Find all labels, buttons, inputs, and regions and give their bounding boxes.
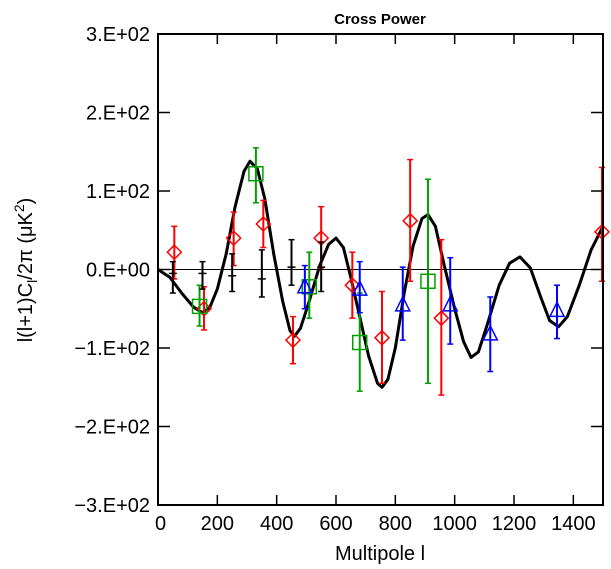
model-curve-layer — [158, 159, 603, 389]
x-tick-label: 200 — [201, 513, 234, 535]
data-point-triangle — [351, 260, 368, 314]
triangle-marker — [482, 324, 499, 341]
data-point-diamond — [344, 251, 361, 319]
data-points-layer — [166, 147, 611, 396]
data-point-diamond — [402, 158, 419, 283]
y-tick-label: −2.E+02 — [74, 417, 150, 439]
y-tick-label: −3.E+02 — [74, 495, 150, 517]
diamond-marker — [225, 230, 242, 247]
diamond-marker — [255, 215, 272, 233]
data-point-triangle — [442, 256, 459, 345]
y-axis-label-after: /2π (μK — [15, 212, 37, 280]
data-point-diamond — [284, 315, 302, 365]
y-axis-label-sub: l — [24, 280, 40, 283]
y-axis-label-sup: 2 — [11, 204, 27, 212]
data-point-diamond — [166, 225, 183, 280]
x-tick-label: 600 — [319, 513, 352, 535]
y-axis-label: l(l+1)Cl/2π (μK2) — [11, 198, 40, 343]
data-point-diamond — [255, 199, 272, 249]
triangle-marker — [548, 300, 566, 318]
x-tick-label: 1200 — [492, 513, 537, 535]
data-point-triangle — [394, 266, 411, 341]
data-point-plus — [287, 238, 296, 286]
diamond-marker — [284, 332, 302, 349]
y-tick-label: 1.E+02 — [86, 181, 150, 203]
square-marker — [301, 279, 318, 295]
x-axis-label: Multipole l — [335, 543, 425, 565]
x-tick-label: 400 — [260, 513, 293, 535]
diamond-marker — [373, 329, 391, 346]
y-tick-label: 3.E+02 — [86, 24, 150, 46]
x-tick-label: 1000 — [432, 513, 477, 535]
data-point-square — [420, 178, 436, 385]
diamond-marker — [166, 244, 183, 261]
data-point-triangle — [482, 296, 499, 373]
data-point-square — [301, 251, 318, 319]
model-curve — [158, 159, 603, 389]
data-point-diamond — [373, 290, 391, 385]
diamond-marker — [433, 310, 450, 327]
y-axis-label-close: ) — [15, 198, 37, 205]
data-point-triangle — [548, 284, 566, 340]
square-marker — [420, 273, 436, 290]
triangle-marker — [351, 279, 368, 296]
y-tick-label: −1.E+02 — [74, 338, 150, 360]
x-tick-label: 0 — [155, 513, 166, 535]
data-point-plus — [317, 241, 326, 293]
triangle-marker — [442, 295, 459, 312]
data-point-plus — [168, 260, 177, 294]
y-tick-label: 0.E+00 — [86, 260, 150, 282]
x-tick-label: 800 — [379, 513, 412, 535]
square-marker — [248, 165, 264, 182]
axis-ticks-layer: 0 200 400 600 800 1000 1200 1400 −3.E+02 −2.E+02 −… — [74, 24, 603, 535]
y-tick-label: 2.E+02 — [86, 103, 150, 125]
diamond-marker — [344, 277, 361, 294]
data-point-plus — [228, 253, 237, 293]
square-marker — [351, 334, 368, 351]
square-marker — [191, 298, 208, 315]
data-point-plus — [257, 249, 266, 298]
diamond-marker — [402, 212, 419, 229]
triangle-marker — [296, 277, 314, 294]
y-axis-label-main: l(l+1)C — [15, 283, 37, 342]
data-point-square — [248, 147, 264, 204]
data-point-plus — [198, 260, 207, 290]
x-tick-label: 1400 — [551, 513, 596, 535]
data-point-triangle — [296, 264, 314, 310]
chart-title: Cross Power — [334, 11, 426, 28]
triangle-marker — [394, 295, 411, 312]
data-point-diamond — [433, 238, 450, 396]
